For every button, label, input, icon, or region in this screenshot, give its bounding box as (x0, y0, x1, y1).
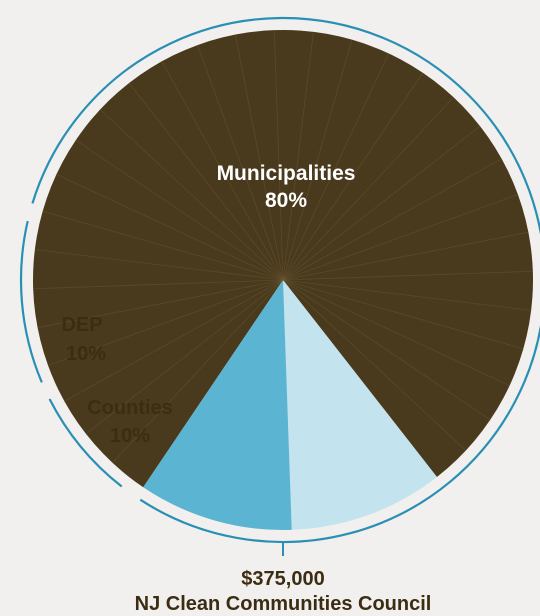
pie-texture-line (33, 279, 284, 290)
pie-texture-line (128, 82, 284, 281)
pie-texture-line (282, 125, 481, 281)
pie-texture-lines (33, 30, 533, 464)
pie-texture-line (282, 194, 519, 281)
outer-ring-arcs (19, 16, 540, 544)
pie-texture-line (161, 61, 284, 281)
pie-texture-line (282, 72, 424, 281)
dep-percent: 10% (66, 343, 106, 365)
pie-texture-line (56, 173, 284, 281)
pie-texture-line (273, 30, 284, 281)
pie-texture-line (282, 279, 491, 421)
pie-texture-line (282, 231, 529, 281)
pie-texture-line (64, 279, 284, 402)
pie-texture-line (47, 279, 284, 366)
counties-label: Counties (87, 397, 173, 419)
pie-texture-line (282, 31, 314, 281)
pie-texture-line (282, 279, 532, 311)
pie-texture-line (37, 279, 284, 329)
pie-texture-line (282, 279, 524, 350)
pie-texture-line (282, 39, 353, 281)
pie-texture-line (75, 139, 284, 281)
pie-texture-line (282, 96, 454, 281)
total-amount: $375,000 (241, 568, 324, 590)
pie-texture-line (282, 279, 510, 387)
pie-texture-line (282, 53, 390, 281)
pie-texture-line (42, 210, 284, 281)
pie-texture-line (85, 279, 284, 435)
ring-arc-municipalities (31, 16, 540, 544)
dep-label: DEP (61, 314, 102, 336)
slice-label-dep: DEP 10% (61, 314, 106, 365)
pie-texture-line (234, 34, 284, 281)
pie-texture-line (112, 279, 284, 464)
pie-texture-line (282, 158, 502, 281)
slice-label-counties: Counties 10% (87, 397, 173, 447)
pie-texture-line (282, 279, 467, 451)
municipalities-label: Municipalities (217, 162, 356, 185)
municipalities-percent: 80% (265, 189, 307, 212)
ring-arc-dep (19, 220, 43, 383)
pie-slice-counties (283, 280, 437, 530)
pie-texture-line (99, 109, 284, 281)
source-label: NJ Clean Communities Council (135, 593, 432, 615)
pie-slice-dep (143, 280, 292, 530)
pie-texture-line (282, 270, 533, 281)
pie-texture-line (197, 44, 284, 281)
pie-slices (33, 30, 534, 530)
counties-percent: 10% (110, 425, 150, 447)
ring-arc-counties (48, 398, 123, 488)
pie-texture-line (34, 249, 284, 281)
pie-slice-municipalities (33, 30, 534, 488)
slice-label-municipalities: Municipalities 80% (217, 162, 356, 212)
